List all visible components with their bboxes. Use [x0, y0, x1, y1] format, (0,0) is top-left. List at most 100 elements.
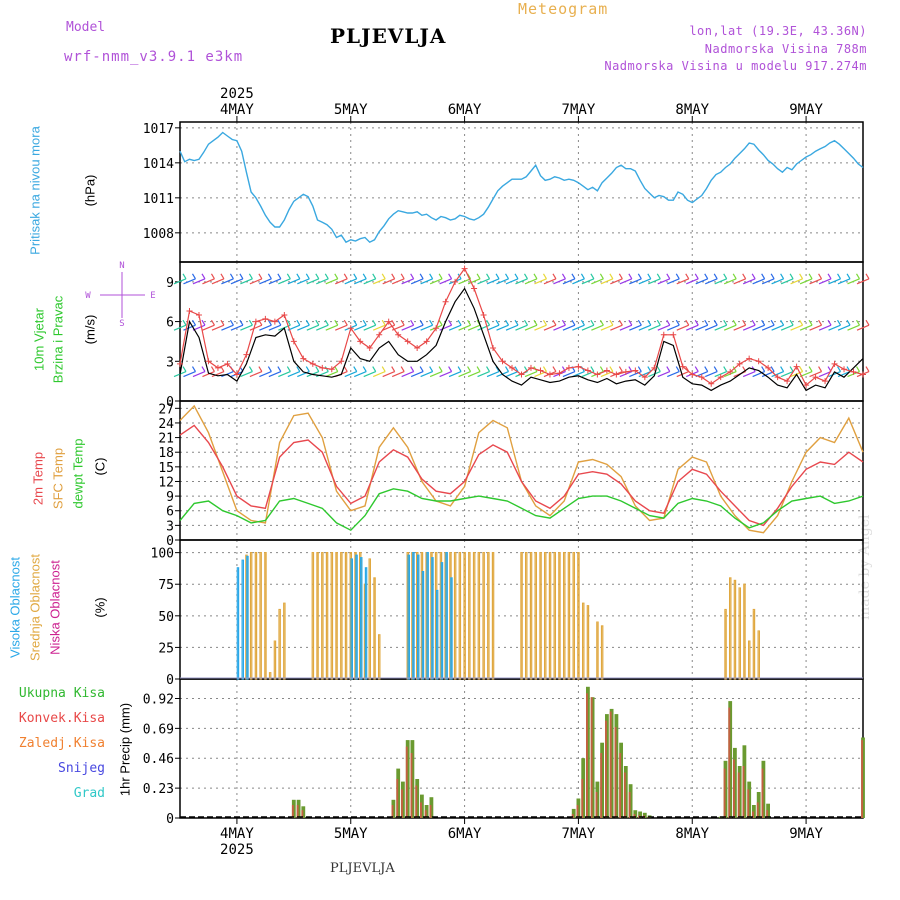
- y-tick-label: 9: [166, 490, 174, 505]
- wind-arrow-head: [694, 319, 699, 326]
- wind-arrow-head: [846, 273, 851, 280]
- wind-arrow: [676, 370, 689, 378]
- wind-arrow-head: [723, 273, 728, 280]
- y-tick-label: 100: [151, 547, 174, 562]
- wind-arrow: [572, 370, 585, 378]
- cloud-bar-mid: [738, 587, 741, 680]
- wind-arrow: [202, 324, 215, 331]
- wind-gust-marker: [366, 345, 373, 352]
- wind-gust-marker: [319, 364, 326, 371]
- wind-arrow-head: [267, 319, 272, 326]
- wind-arrow-head: [495, 273, 500, 280]
- wind-arrow-head: [324, 319, 329, 326]
- wind-arrow: [780, 324, 794, 331]
- wind-arrow: [505, 370, 519, 378]
- y-tick-label: 24: [158, 417, 174, 432]
- wind-arrow-head: [315, 319, 320, 326]
- wind-arrow-head: [751, 273, 756, 280]
- wind-arrow-head: [286, 273, 291, 280]
- wind-arrow-head: [362, 366, 367, 372]
- precip-bar-conv: [595, 792, 598, 818]
- precip-bar-conv: [614, 727, 617, 818]
- wind-arrow-head: [789, 366, 794, 372]
- precip-bar-conv: [623, 772, 626, 818]
- model-name: wrf-nmm_v3.9.1 e3km: [64, 49, 244, 65]
- cloud-bar-mid: [316, 551, 319, 680]
- wind-arrow: [183, 278, 196, 285]
- year-label-top: 2025: [220, 86, 254, 102]
- wind-arrow-head: [685, 273, 690, 280]
- wind-arrow-head: [457, 319, 462, 326]
- precip-bar-conv: [747, 789, 750, 818]
- wind-arrow-head: [334, 366, 339, 372]
- wind-arrow-head: [201, 273, 206, 280]
- cloud-bar-high: [412, 551, 415, 680]
- wind-arrow-head: [438, 273, 443, 280]
- wind-arrow-head: [315, 366, 320, 372]
- y-tick-label: 0: [166, 673, 174, 688]
- wind-arrow-head: [201, 366, 206, 372]
- city-title: PLJEVLJA: [330, 24, 447, 48]
- cloud-bar-mid: [264, 551, 267, 680]
- wind-arrow-head: [220, 366, 225, 372]
- y-tick-label: 9: [166, 276, 174, 291]
- wind-arrow: [467, 278, 481, 285]
- y-tick-label: 1017: [143, 122, 174, 137]
- wind-arrow-head: [476, 273, 481, 280]
- wind-arrow: [723, 324, 737, 331]
- wind-arrow-head: [694, 273, 699, 280]
- precip-bar-total: [571, 808, 576, 818]
- wind-arrow-head: [818, 273, 823, 280]
- wind-arrow: [477, 324, 490, 331]
- wind-arrow: [401, 370, 414, 378]
- wind-arrow: [714, 370, 727, 378]
- wind-arrow-head: [182, 273, 187, 280]
- cloud-bar-mid: [572, 551, 575, 680]
- cloud-bar-mid: [468, 551, 471, 680]
- wind-arrow-head: [381, 319, 386, 326]
- wind-arrow-head: [590, 366, 595, 372]
- precip-bar-conv: [766, 810, 769, 818]
- wind-arrow: [790, 324, 803, 331]
- y-tick-label: 21: [158, 432, 174, 447]
- wind-arrow-head: [448, 366, 453, 372]
- day-label-top: 6MAY: [448, 102, 482, 118]
- wind-gust-marker: [746, 355, 753, 362]
- wind-arrow-head: [315, 273, 320, 280]
- wind-arrow-head: [486, 366, 491, 372]
- cloud-bar-mid: [747, 640, 751, 680]
- wind-arrow: [638, 278, 652, 285]
- wind-arrow-head: [391, 319, 396, 326]
- wind-arrow-head: [296, 273, 301, 280]
- wind-arrow-head: [258, 273, 263, 280]
- wind-arrow: [534, 278, 547, 285]
- wind-arrow-head: [410, 366, 415, 372]
- wind-arrow: [657, 370, 671, 378]
- wind-arrow: [306, 278, 320, 285]
- wind-gust-marker: [841, 366, 848, 373]
- wind-arrow: [695, 278, 708, 285]
- wind-arrow-head: [448, 273, 453, 280]
- y-tick-label: 6: [166, 316, 174, 331]
- cloud-bar-mid: [600, 625, 604, 680]
- wind-arrow: [591, 324, 604, 331]
- wind-arrow-head: [685, 319, 690, 326]
- day-label-top: 5MAY: [334, 102, 368, 118]
- wind-arrow: [847, 278, 860, 285]
- cloud-bar-mid: [463, 551, 466, 680]
- wind-gust-marker: [556, 370, 563, 377]
- wind-arrow: [278, 370, 291, 378]
- wind-arrow: [486, 324, 500, 331]
- wind-gust-marker: [271, 318, 278, 325]
- wind-arrow-head: [419, 366, 424, 372]
- y-tick-label: 0.69: [143, 722, 174, 737]
- wind-arrow-head: [248, 366, 253, 372]
- wind-gust-marker: [442, 298, 449, 305]
- wind-gust-marker: [385, 318, 392, 325]
- wind-arrow-head: [770, 366, 775, 372]
- wind-arrow-head: [808, 273, 813, 280]
- wind-arrow-head: [505, 273, 510, 280]
- wind-arrow-head: [666, 319, 671, 326]
- wind-arrow: [448, 370, 462, 378]
- wind-arrow: [619, 324, 633, 331]
